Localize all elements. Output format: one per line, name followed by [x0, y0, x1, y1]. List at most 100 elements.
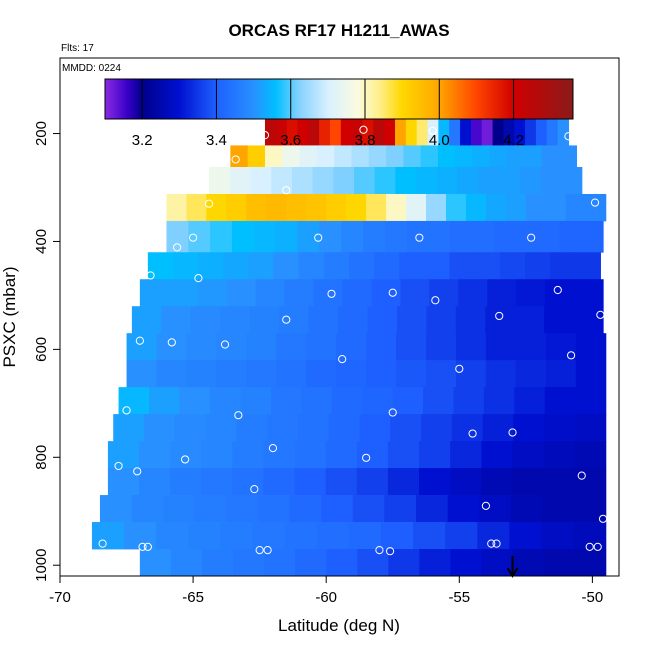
heatmap-cell: [550, 252, 576, 279]
heatmap-cell: [484, 387, 515, 414]
heatmap-cell: [319, 118, 330, 145]
heatmap-cell: [574, 279, 604, 306]
heatmap-cell: [543, 468, 575, 495]
heatmap-cell: [309, 306, 339, 333]
heatmap-cell: [449, 118, 460, 145]
heatmap-cell: [445, 522, 478, 549]
heatmap-cell: [250, 306, 280, 333]
heatmap-cell: [113, 414, 144, 441]
heatmap-cell: [516, 333, 547, 360]
heatmap-cell: [509, 522, 542, 549]
heatmap-cell: [506, 194, 527, 221]
heatmap-cell: [198, 279, 228, 306]
heatmap-cell: [400, 279, 430, 306]
heatmap-cell: [308, 118, 319, 145]
heatmap-cell: [353, 495, 385, 522]
heatmap-cell: [250, 167, 271, 194]
heatmap-cell: [525, 145, 543, 167]
heatmap-cell: [330, 118, 341, 145]
heatmap-cell: [132, 306, 162, 333]
heatmap-cell: [413, 522, 446, 549]
heatmap-cell: [448, 495, 480, 522]
heatmap-cell: [317, 145, 335, 167]
heatmap-cell: [538, 221, 560, 253]
heatmap-cell: [321, 495, 353, 522]
heatmap-cell: [576, 360, 607, 387]
heatmap-cell: [210, 221, 232, 253]
heatmap-cell: [512, 468, 544, 495]
heatmap-cell: [456, 306, 486, 333]
heatmap-cell: [423, 387, 454, 414]
heatmap-cell: [581, 221, 603, 253]
heatmap-cell: [543, 441, 575, 468]
heatmap-cell: [546, 360, 577, 387]
heatmap-cell: [419, 441, 451, 468]
heatmap-cell: [416, 495, 448, 522]
heatmap-cell: [256, 279, 286, 306]
heatmap-cell: [271, 167, 292, 194]
heatmap-cell: [108, 468, 140, 495]
heatmap-cell: [329, 414, 360, 441]
colorbar-tick-label: 3.8: [355, 132, 376, 149]
heatmap-cell: [108, 441, 140, 468]
heatmap-cell: [201, 468, 233, 495]
heatmap-cell: [407, 221, 429, 253]
heatmap-cell: [460, 118, 471, 145]
heatmap-cell: [515, 306, 545, 333]
heatmap-cell: [240, 387, 271, 414]
heatmap-cell: [566, 194, 587, 221]
colorbar-tick-label: 3.4: [206, 132, 227, 149]
heatmap-cell: [227, 279, 257, 306]
heatmap-cell: [478, 167, 499, 194]
heatmap-cell: [263, 441, 295, 468]
heatmap-cell: [397, 306, 427, 333]
heatmap-cell: [419, 468, 451, 495]
heatmap-cell: [156, 360, 187, 387]
heatmap-cell: [313, 167, 334, 194]
heatmap-cell: [393, 387, 424, 414]
x-tick-label: -55: [448, 589, 470, 606]
heatmap-cell: [297, 221, 319, 253]
heatmap-cell: [226, 194, 247, 221]
heatmap-cell: [292, 167, 313, 194]
heatmap-cell: [456, 360, 487, 387]
heatmap-cell: [286, 194, 307, 221]
heatmap-cell: [246, 360, 277, 387]
heatmap-cell: [144, 414, 175, 441]
heatmap-cell: [520, 167, 541, 194]
heatmap-cell: [482, 118, 493, 145]
heatmap-cell: [124, 522, 157, 549]
heatmap-cell: [326, 441, 358, 468]
heatmap-cell: [232, 221, 254, 253]
heatmap-cell: [576, 333, 607, 360]
heatmap-cell: [139, 441, 171, 468]
heatmap-cell: [279, 306, 309, 333]
heatmap-cell: [326, 468, 358, 495]
heatmap-cell: [246, 333, 277, 360]
heatmap-cell: [513, 414, 544, 441]
heatmap-cell: [248, 145, 266, 167]
heatmap-cell: [426, 333, 457, 360]
y-axis-label: PSXC (mbar): [0, 266, 19, 367]
heatmap-cell: [336, 360, 367, 387]
heatmap-cell: [450, 441, 482, 468]
heatmap-cell: [526, 194, 547, 221]
heatmap-cell: [384, 118, 395, 145]
heatmap-cell: [276, 360, 307, 387]
heatmap-cell: [466, 194, 487, 221]
heatmap-cell: [319, 221, 341, 253]
heatmap-cell: [525, 252, 551, 279]
heatmap-cell: [341, 118, 352, 145]
heatmap-cell: [456, 333, 487, 360]
heatmap-cell: [458, 279, 488, 306]
heatmap-cell: [374, 252, 400, 279]
heatmap-cell: [366, 360, 397, 387]
heatmap-cell: [406, 118, 417, 145]
heatmap-cell: [395, 118, 406, 145]
heatmap-cell: [390, 414, 421, 441]
heatmap-cell: [396, 360, 427, 387]
colorbar-tick-label: 3.6: [280, 132, 301, 149]
heatmap-cell: [127, 360, 158, 387]
heatmap-cell: [285, 279, 315, 306]
